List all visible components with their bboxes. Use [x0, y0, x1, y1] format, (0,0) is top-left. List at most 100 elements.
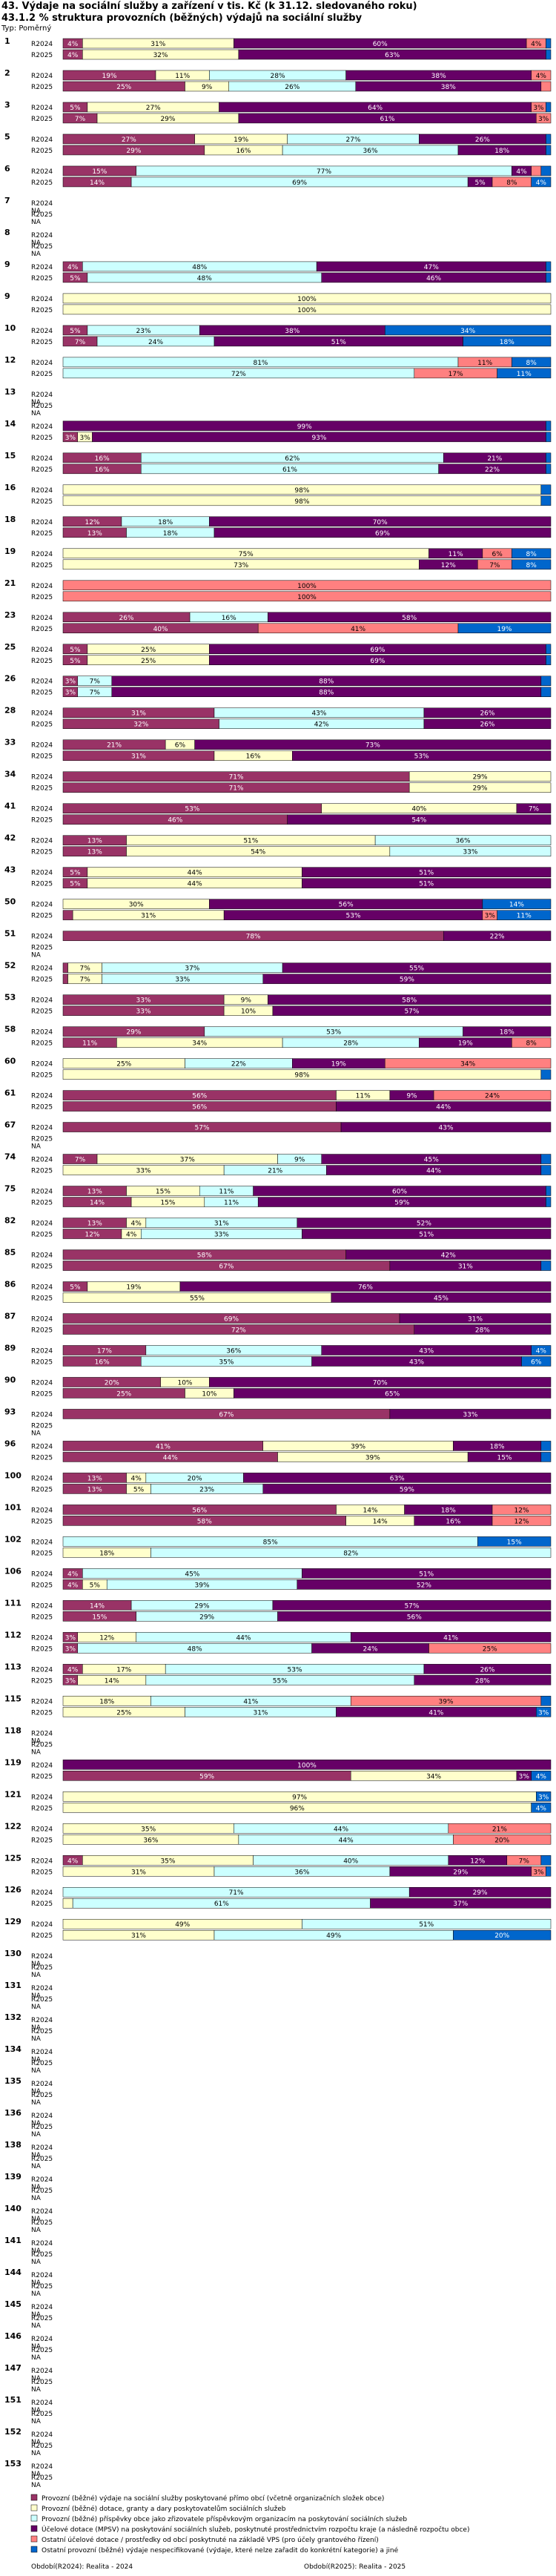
group-86: 86 R2024 5% 19% 76% R2025 55% 45% [4, 1279, 552, 1303]
bar-segment [370, 1898, 552, 1909]
row-label: R2024 [31, 1379, 53, 1387]
segment-value-label: 53% [346, 913, 361, 920]
group-18: 18 R2024 12% 18% 70% R2025 13% 18% 69% [4, 515, 552, 538]
bar-segment [521, 1356, 552, 1367]
row-label: R2024 [31, 2304, 53, 2311]
segment-value-label: 25% [116, 84, 131, 91]
segment-value-label: 7% [529, 806, 540, 813]
row-label: R2025 [31, 2028, 53, 2035]
group-id-label: 26 [4, 674, 16, 684]
row-label: R2025 [31, 2219, 53, 2227]
segment-value-label: 55% [273, 1677, 288, 1685]
group-id-label: 85 [4, 1248, 16, 1258]
segment-value-label: 4% [536, 1773, 547, 1780]
segment-value-label: 15% [92, 168, 107, 176]
bar-segment [62, 910, 73, 920]
row-label: R2025 [31, 817, 53, 825]
segment-value-label: 23% [199, 1486, 214, 1493]
na-label: NA [31, 2291, 42, 2298]
segment-value-label: 34% [426, 1773, 441, 1780]
row-label: R2024 [31, 1762, 53, 1769]
segment-value-label: 45% [185, 1571, 199, 1578]
row-label: R2025 [31, 626, 53, 633]
bar-segment [385, 325, 552, 336]
segment-value-label: 7% [79, 977, 90, 984]
segment-value-label: 3% [533, 1869, 544, 1876]
bar-segment [408, 782, 552, 793]
na-label: NA [31, 2067, 42, 2075]
row-label: R2025 [31, 1264, 53, 1271]
segment-value-label: 4% [67, 52, 79, 59]
segment-value-label: 33% [175, 977, 190, 984]
group-id-label: 87 [4, 1311, 16, 1321]
bar-segment [540, 1165, 552, 1175]
group-82: 82 R2024 13% 4% 31% 52% R2025 12% 4% 33% 51% [4, 1216, 552, 1239]
segment-value-label: 7% [90, 690, 101, 697]
row-label: R2025 [31, 211, 53, 219]
group-119: 119 R2024 100% R2025 59% 34% 3% 4% [4, 1757, 552, 1781]
segment-value-label: 46% [168, 817, 182, 825]
group-19: 19 R2024 75% 11% 6% 8% R2025 73% 12% 7% 8% [4, 546, 552, 570]
group-id-label: 13 [4, 387, 16, 397]
segment-value-label: 4% [67, 41, 79, 48]
segment-value-label: 15% [160, 1200, 175, 1207]
segment-value-label: 25% [116, 1390, 131, 1398]
segment-value-label: 39% [351, 1443, 365, 1450]
segment-value-label: 21% [492, 1826, 507, 1833]
group-id-label: 86 [4, 1279, 16, 1289]
na-label: NA [31, 2418, 42, 2425]
group-id-label: 3 [4, 100, 10, 110]
group-id-label: 100 [4, 1470, 21, 1480]
group-89: 89 R2024 17% 36% 43% 4% R2025 16% 35% 43% 6% [4, 1343, 552, 1367]
bar-segment [546, 463, 552, 475]
segment-value-label: 51% [419, 1921, 434, 1929]
segment-value-label: 38% [441, 84, 456, 91]
segment-value-label: 31% [253, 1709, 268, 1717]
row-label: R2025 [31, 913, 53, 920]
segment-value-label: 26% [480, 1666, 494, 1674]
row-label: R2025 [31, 1805, 53, 1812]
bar-segment [531, 165, 542, 176]
na-label: NA [31, 2471, 42, 2478]
row-label: R2025 [31, 562, 53, 569]
segment-value-label: 55% [409, 965, 424, 973]
row-label: R2025 [31, 1072, 53, 1080]
row-label: R2025 [31, 1454, 53, 1462]
segment-value-label: 23% [136, 328, 151, 335]
group-id-label: 19 [4, 546, 16, 556]
segment-value-label: 51% [331, 339, 346, 346]
segment-value-label: 8% [506, 179, 517, 187]
row-label: R2024 [31, 41, 53, 48]
bar-segment [546, 133, 552, 145]
group-id-label: 6 [4, 164, 10, 174]
group-5: 5 R2024 27% 19% 27% 26% R2025 29% 16% 36% 18% [4, 132, 552, 156]
na-label: NA [31, 1737, 42, 1745]
segment-value-label: 43% [311, 710, 326, 718]
segment-value-label: 16% [95, 466, 110, 474]
segment-value-label: 72% [231, 371, 246, 378]
segment-value-label: 18% [158, 519, 173, 526]
segment-value-label: 59% [394, 1200, 409, 1207]
na-label: NA [31, 2227, 42, 2234]
segment-value-label: 4% [536, 73, 547, 80]
segment-value-label: 57% [404, 1008, 419, 1016]
segment-value-label: 4% [536, 1347, 547, 1355]
segment-value-label: 8% [526, 551, 537, 558]
segment-value-label: 63% [385, 52, 400, 59]
segment-value-label: 22% [485, 466, 500, 474]
segment-value-label: 22% [490, 934, 505, 941]
segment-value-label: 42% [314, 721, 329, 729]
segment-value-label: 18% [500, 339, 514, 346]
segment-value-label: 25% [141, 658, 156, 665]
segment-value-label: 8% [526, 1040, 537, 1048]
segment-value-label: 60% [373, 41, 388, 48]
bar-segment [546, 272, 552, 283]
bar-segment [272, 1600, 552, 1611]
bar-segment [546, 452, 552, 463]
segment-value-label: 17% [449, 371, 463, 378]
row-label: R2025 [31, 435, 53, 442]
segment-value-label: 11% [82, 1040, 97, 1048]
group-96: 96 R2024 41% 39% 18% R2025 44% 39% 15% [4, 1439, 552, 1462]
